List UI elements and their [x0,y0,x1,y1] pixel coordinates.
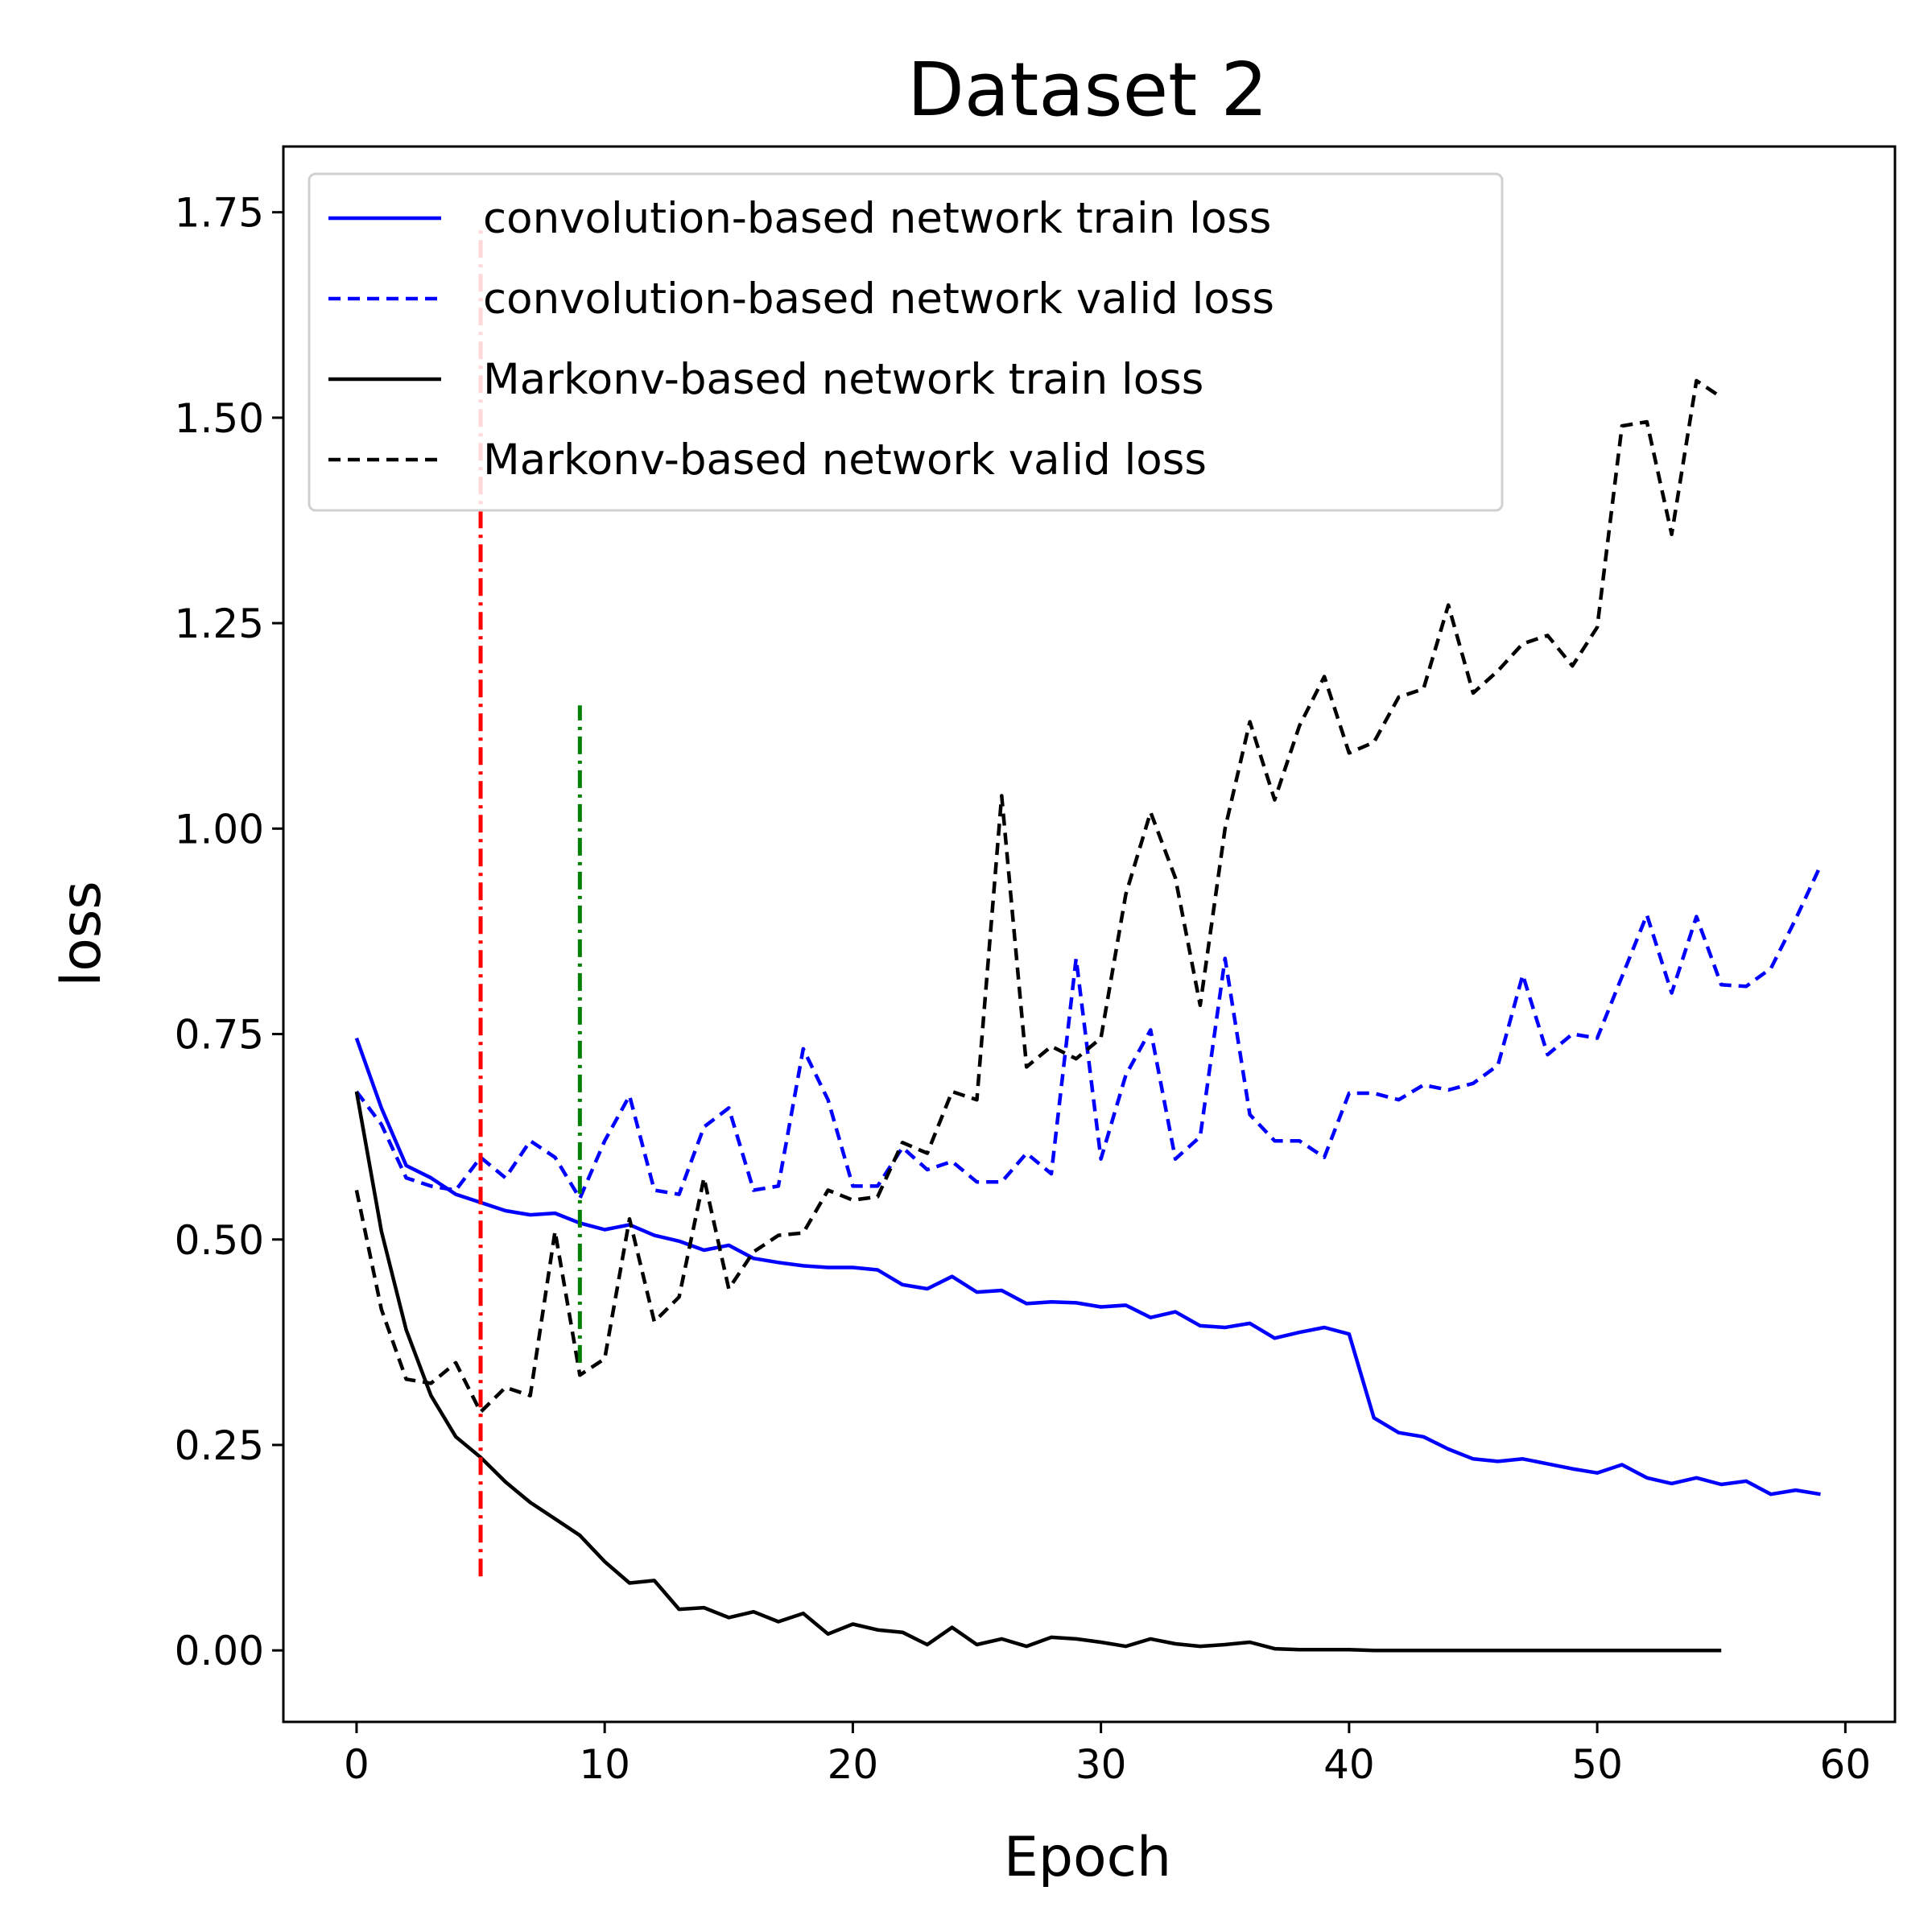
x-tick-label: 20 [828,1741,879,1788]
legend-label-3: Markonv-based network train loss [483,355,1203,404]
legend-label-2: convolution-based network valid loss [483,275,1274,324]
plot-area: 0 10 20 30 40 50 60 0.00 0.25 0.50 0.75 1.00 1.25 1.… [175,145,1897,1788]
plot-frame [282,145,1897,1724]
x-tick-label: 40 [1323,1741,1375,1788]
x-tick-label: 50 [1571,1741,1623,1788]
y-tick-label: 0.50 [175,1217,264,1264]
series-line-1 [354,1037,1821,1496]
y-tick-label: 1.00 [175,806,264,852]
x-tick-label: 10 [579,1741,630,1788]
y-axis-label: loss [50,881,114,986]
y-tick-label: 0.00 [175,1628,264,1674]
series-layer [354,378,1823,1653]
y-tick-label: 0.25 [175,1422,264,1469]
legend: convolution-based network train loss conv… [308,172,1504,512]
legend-label-4: Markonv-based network valid loss [483,436,1207,485]
legend-frame [308,172,1504,512]
x-tick-label: 0 [344,1741,369,1788]
x-axis-label: Epoch [1004,1826,1171,1889]
x-axis: 0 10 20 30 40 50 60 [344,1722,1871,1788]
y-tick-label: 0.75 [175,1012,264,1059]
series-line-3 [354,1091,1722,1653]
legend-label-1: convolution-based network train loss [483,194,1271,243]
y-tick-label: 1.25 [175,601,264,647]
y-axis: 0.00 0.25 0.50 0.75 1.00 1.25 1.50 1.75 [175,190,283,1674]
y-tick-label: 1.75 [175,190,264,237]
y-tick-label: 1.50 [175,395,264,442]
x-tick-label: 30 [1075,1741,1127,1788]
chart-title: Dataset 2 [907,47,1268,133]
x-tick-label: 60 [1820,1741,1872,1788]
series-line-4 [354,378,1723,1414]
